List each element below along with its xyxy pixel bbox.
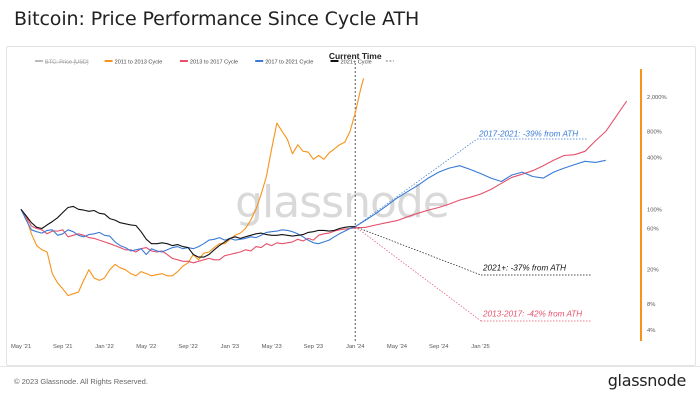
annotation-c2021: 2021+: -37% from ATH [482,264,566,273]
x-tick-label: Sep '24 [429,344,449,350]
projection-line-c2021 [355,226,482,276]
series-line-c2021 [20,205,356,258]
x-tick-label: May '22 [136,344,156,350]
series-line-c2017 [20,159,606,256]
brand-logo: glassnode [607,371,687,390]
x-tick-label: Sep '21 [53,344,72,350]
x-tick-label: Jan '24 [346,344,365,350]
legend-label-c2013: 2013 to 2017 Cycle [190,60,238,66]
annotation-c2013: 2013-2017: -42% from ATH [482,310,582,319]
copyright-text: © 2023 Glassnode. All Rights Reserved. [14,377,148,386]
x-tick-label: Sep '22 [178,344,197,350]
legend-label-c2021: 2021+ Cycle [341,60,372,66]
x-tick-label: May '23 [262,344,282,350]
y-tick-label: 400% [647,155,662,161]
y-tick-label: 100% [647,207,662,213]
x-tick-label: Jan '23 [221,344,240,350]
legend-label-c2017: 2017 to 2021 Cycle [265,60,313,66]
series-line-c2013 [20,100,628,264]
x-tick-label: Jan '25 [471,344,490,350]
page-title: Bitcoin: Price Performance Since Cycle A… [14,8,420,30]
y-tick-label: 800% [647,129,662,135]
chart-panel: glassnode BTC: Price [USD] 2011 to 2013 Cy… [6,46,696,366]
projection-line-c2017 [354,138,478,227]
x-tick-label: May '24 [387,344,408,350]
y-tick-label: 20% [647,268,659,274]
y-tick-label: 8% [647,302,655,308]
x-tick-label: May '21 [11,344,31,350]
legend-label-btc: BTC: Price [USD] [45,60,89,66]
x-tick-label: Sep '23 [304,344,323,350]
y-tick-label: 2,000% [647,95,667,101]
chart-canvas: glassnode BTC: Price [USD] 2011 to 2013 Cy… [11,51,667,350]
footer-divider [0,366,700,367]
watermark-text: glassnode [235,177,449,228]
annotation-c2017: 2017-2021: -39% from ATH [478,130,578,139]
legend-label-c2011: 2011 to 2013 Cycle [115,60,163,66]
x-tick-label: Jan '22 [95,344,114,350]
y-tick-label: 60% [647,226,659,232]
projection-line-c2013 [354,226,482,322]
current-time-label: Current Time [329,51,382,61]
y-tick-label: 4% [647,328,655,334]
